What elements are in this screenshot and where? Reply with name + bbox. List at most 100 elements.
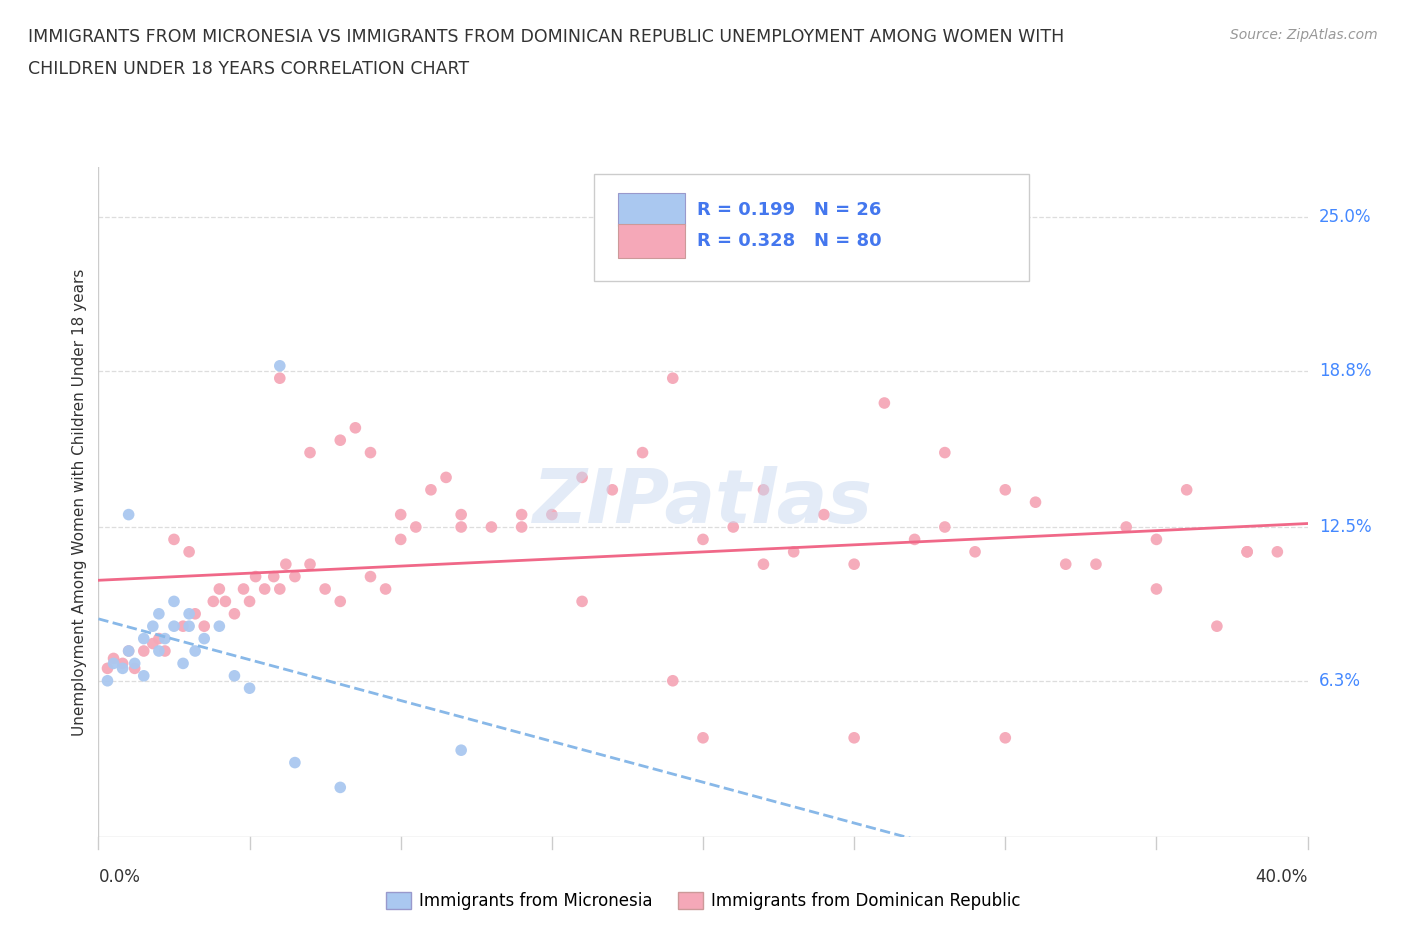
Point <box>163 618 186 633</box>
Point <box>782 544 804 559</box>
Point <box>202 594 225 609</box>
Point <box>274 557 297 572</box>
Text: 0.0%: 0.0% <box>98 868 141 885</box>
Point <box>360 569 382 584</box>
Point <box>177 618 201 633</box>
Point <box>844 557 866 572</box>
Point <box>344 420 367 435</box>
Point <box>284 755 307 770</box>
Point <box>103 651 125 666</box>
Point <box>873 395 896 410</box>
Point <box>389 507 412 522</box>
Point <box>148 631 170 646</box>
Point <box>1085 557 1108 572</box>
Text: CHILDREN UNDER 18 YEARS CORRELATION CHART: CHILDREN UNDER 18 YEARS CORRELATION CHAR… <box>28 60 470 78</box>
Point <box>571 470 593 485</box>
Point <box>132 669 155 684</box>
Point <box>329 594 352 609</box>
Point <box>510 520 533 535</box>
Point <box>752 557 775 572</box>
Text: R = 0.199   N = 26: R = 0.199 N = 26 <box>697 201 882 219</box>
Text: 40.0%: 40.0% <box>1256 868 1308 885</box>
Point <box>96 661 118 676</box>
Point <box>118 644 141 658</box>
Text: R = 0.328   N = 80: R = 0.328 N = 80 <box>697 232 882 250</box>
Point <box>172 656 194 671</box>
Point <box>232 581 254 596</box>
Point <box>434 470 457 485</box>
Text: Source: ZipAtlas.com: Source: ZipAtlas.com <box>1230 28 1378 42</box>
Point <box>329 780 352 795</box>
Text: 18.8%: 18.8% <box>1319 362 1371 379</box>
Text: ZIPatlas: ZIPatlas <box>533 466 873 538</box>
Point <box>132 631 155 646</box>
Point <box>284 569 307 584</box>
Point <box>208 618 231 633</box>
Point <box>96 673 118 688</box>
FancyBboxPatch shape <box>595 174 1029 281</box>
Point <box>389 532 412 547</box>
Point <box>124 661 146 676</box>
Point <box>661 673 683 688</box>
FancyBboxPatch shape <box>619 224 685 258</box>
Point <box>661 371 683 386</box>
Point <box>934 520 956 535</box>
Point <box>844 730 866 745</box>
Point <box>214 594 236 609</box>
Point <box>571 594 593 609</box>
Point <box>132 644 155 658</box>
Point <box>124 656 146 671</box>
Point <box>360 445 382 460</box>
Point <box>1236 544 1258 559</box>
Point <box>253 581 276 596</box>
Point <box>374 581 396 596</box>
Point <box>111 656 134 671</box>
Point <box>1054 557 1077 572</box>
Point <box>813 507 835 522</box>
Point <box>148 644 170 658</box>
Point <box>994 483 1017 498</box>
Point <box>224 669 246 684</box>
Point <box>752 483 775 498</box>
Point <box>1144 581 1167 596</box>
Point <box>405 520 427 535</box>
Point <box>299 557 322 572</box>
Point <box>1144 532 1167 547</box>
Point <box>994 730 1017 745</box>
Point <box>934 445 956 460</box>
Point <box>118 644 141 658</box>
Point <box>103 656 125 671</box>
Point <box>540 507 562 522</box>
Point <box>1206 618 1229 633</box>
Point <box>111 661 134 676</box>
Point <box>314 581 336 596</box>
Point <box>1236 544 1258 559</box>
Point <box>177 544 201 559</box>
Point <box>602 483 624 498</box>
Point <box>419 483 441 498</box>
Point <box>1115 520 1137 535</box>
Point <box>239 594 262 609</box>
Legend: Immigrants from Micronesia, Immigrants from Dominican Republic: Immigrants from Micronesia, Immigrants f… <box>380 885 1026 917</box>
Point <box>299 445 322 460</box>
Text: IMMIGRANTS FROM MICRONESIA VS IMMIGRANTS FROM DOMINICAN REPUBLIC UNEMPLOYMENT AM: IMMIGRANTS FROM MICRONESIA VS IMMIGRANTS… <box>28 28 1064 46</box>
Point <box>148 606 170 621</box>
Point <box>1265 544 1288 559</box>
Point <box>153 631 176 646</box>
Point <box>172 618 194 633</box>
Text: 25.0%: 25.0% <box>1319 208 1371 226</box>
Point <box>163 532 186 547</box>
Point <box>153 644 176 658</box>
Point <box>208 581 231 596</box>
Point <box>163 594 186 609</box>
Point <box>904 532 927 547</box>
Point <box>692 730 714 745</box>
Point <box>177 606 201 621</box>
Text: 12.5%: 12.5% <box>1319 518 1371 536</box>
Point <box>721 520 744 535</box>
Point <box>142 618 165 633</box>
Point <box>184 644 207 658</box>
Point <box>263 569 285 584</box>
Point <box>269 581 291 596</box>
Point <box>245 569 267 584</box>
